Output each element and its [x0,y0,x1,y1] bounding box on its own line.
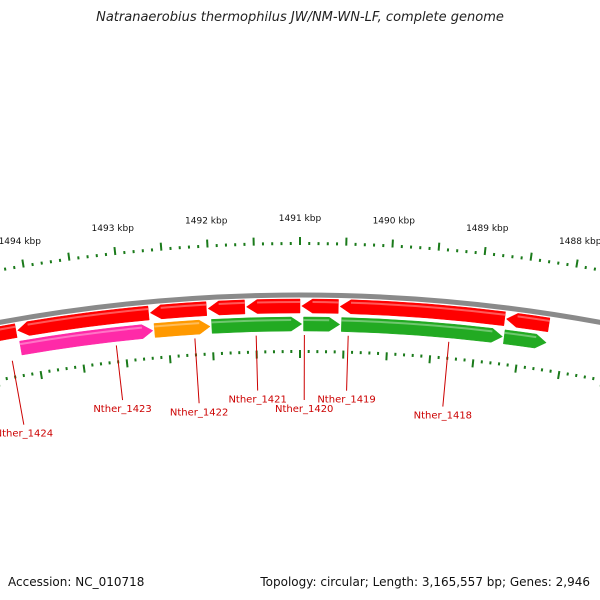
inner-tick [82,364,86,373]
ruler-tick [593,267,597,271]
ruler-tick [437,242,441,251]
ruler-tick [21,259,25,268]
inner-tick [471,359,475,368]
inner-tick [557,370,561,380]
gene-highlight [0,325,16,331]
gene-labels: Nther_1424 Nther_1423 Nther_1422Nther_1421… [0,335,472,440]
gene-highlight [160,303,207,309]
inner-tick [22,373,26,378]
gene-arrow [19,324,154,356]
gene-highlight [504,331,537,339]
gene-highlight [27,307,149,326]
gene-arrow [505,313,551,333]
ruler-tick [529,252,533,261]
ruler-label: 1489 kbp [466,224,509,234]
gene-arrow [211,316,303,334]
label-leader [11,360,25,425]
ruler-tick [113,246,117,256]
ruler-label: 1492 kbp [185,217,228,227]
gene-highlight [350,301,506,316]
gene-arrow [301,298,339,314]
gene-track [0,298,551,356]
inner-tick [428,355,432,364]
gene-highlight [218,301,245,306]
ruler-label: 1494 kbp [0,237,41,247]
genome-summary: Topology: circular; Length: 3,165,557 bp… [260,575,590,589]
label-leader [442,341,450,407]
ruler-label: 1488 kbp [559,237,600,247]
gene-arrow [339,299,506,326]
ruler-tick [67,252,71,261]
genome-backbone [0,292,600,325]
inner-tick [592,376,595,381]
gene-arrow [341,317,503,343]
inner-tick [39,370,43,380]
inner-tick [574,373,578,378]
ruler-tick [3,267,7,271]
inner-tick [566,372,569,376]
gene-label: Nther_1420 [275,404,333,415]
gene-label: Nther_1424 [0,429,53,440]
gene-arrow [153,319,211,338]
ruler-tick [575,259,579,268]
label-leader [194,338,200,404]
ruler-tick [13,265,16,270]
ruler-label: 1493 kbp [92,224,135,234]
gene-arrow [503,329,547,349]
ruler-tick [483,246,487,256]
label-leader [255,335,259,391]
gene-arrow [17,305,150,336]
inner-tick [514,364,518,373]
gene-arrow [207,299,246,316]
ruler-labels: 1494 kbp 1493 kbp 1492 kbp 1491 kbp 1490 kbp… [0,214,600,247]
gene-arrow [149,301,208,320]
backbone-arc [0,292,600,325]
gene-label: Nther_1421 [228,395,286,406]
inner-tick [125,359,129,368]
ruler-label: 1491 kbp [279,214,322,224]
label-leader [346,335,349,391]
gene-arrow [246,298,301,314]
gene-highlight [341,319,493,333]
accession-text: Accession: NC_010718 [8,575,145,589]
gene-label: Nther_1418 [414,411,472,422]
gene-highlight [517,315,550,322]
genome-title: Natranaerobius thermophilus JW/NM-WN-LF,… [96,10,504,25]
ruler-tick [159,242,163,251]
gene-arrow [0,323,18,341]
gene-highlight [154,322,200,328]
ruler-label: 1490 kbp [373,217,416,227]
inner-tick [168,355,172,364]
inner-tick [5,376,8,381]
gene-highlight [19,326,142,346]
inner-tick [583,375,587,379]
label-leader [115,345,124,401]
ruler-tick [584,265,587,270]
gene-label: Nther_1423 [93,404,151,415]
gene-label: Nther_1422 [170,407,228,418]
gene-highlight [211,319,292,324]
gene-label: Nther_1419 [317,395,375,406]
gene-arrow [303,316,341,332]
gene-highlight [257,301,301,304]
inner-tick [31,372,34,376]
